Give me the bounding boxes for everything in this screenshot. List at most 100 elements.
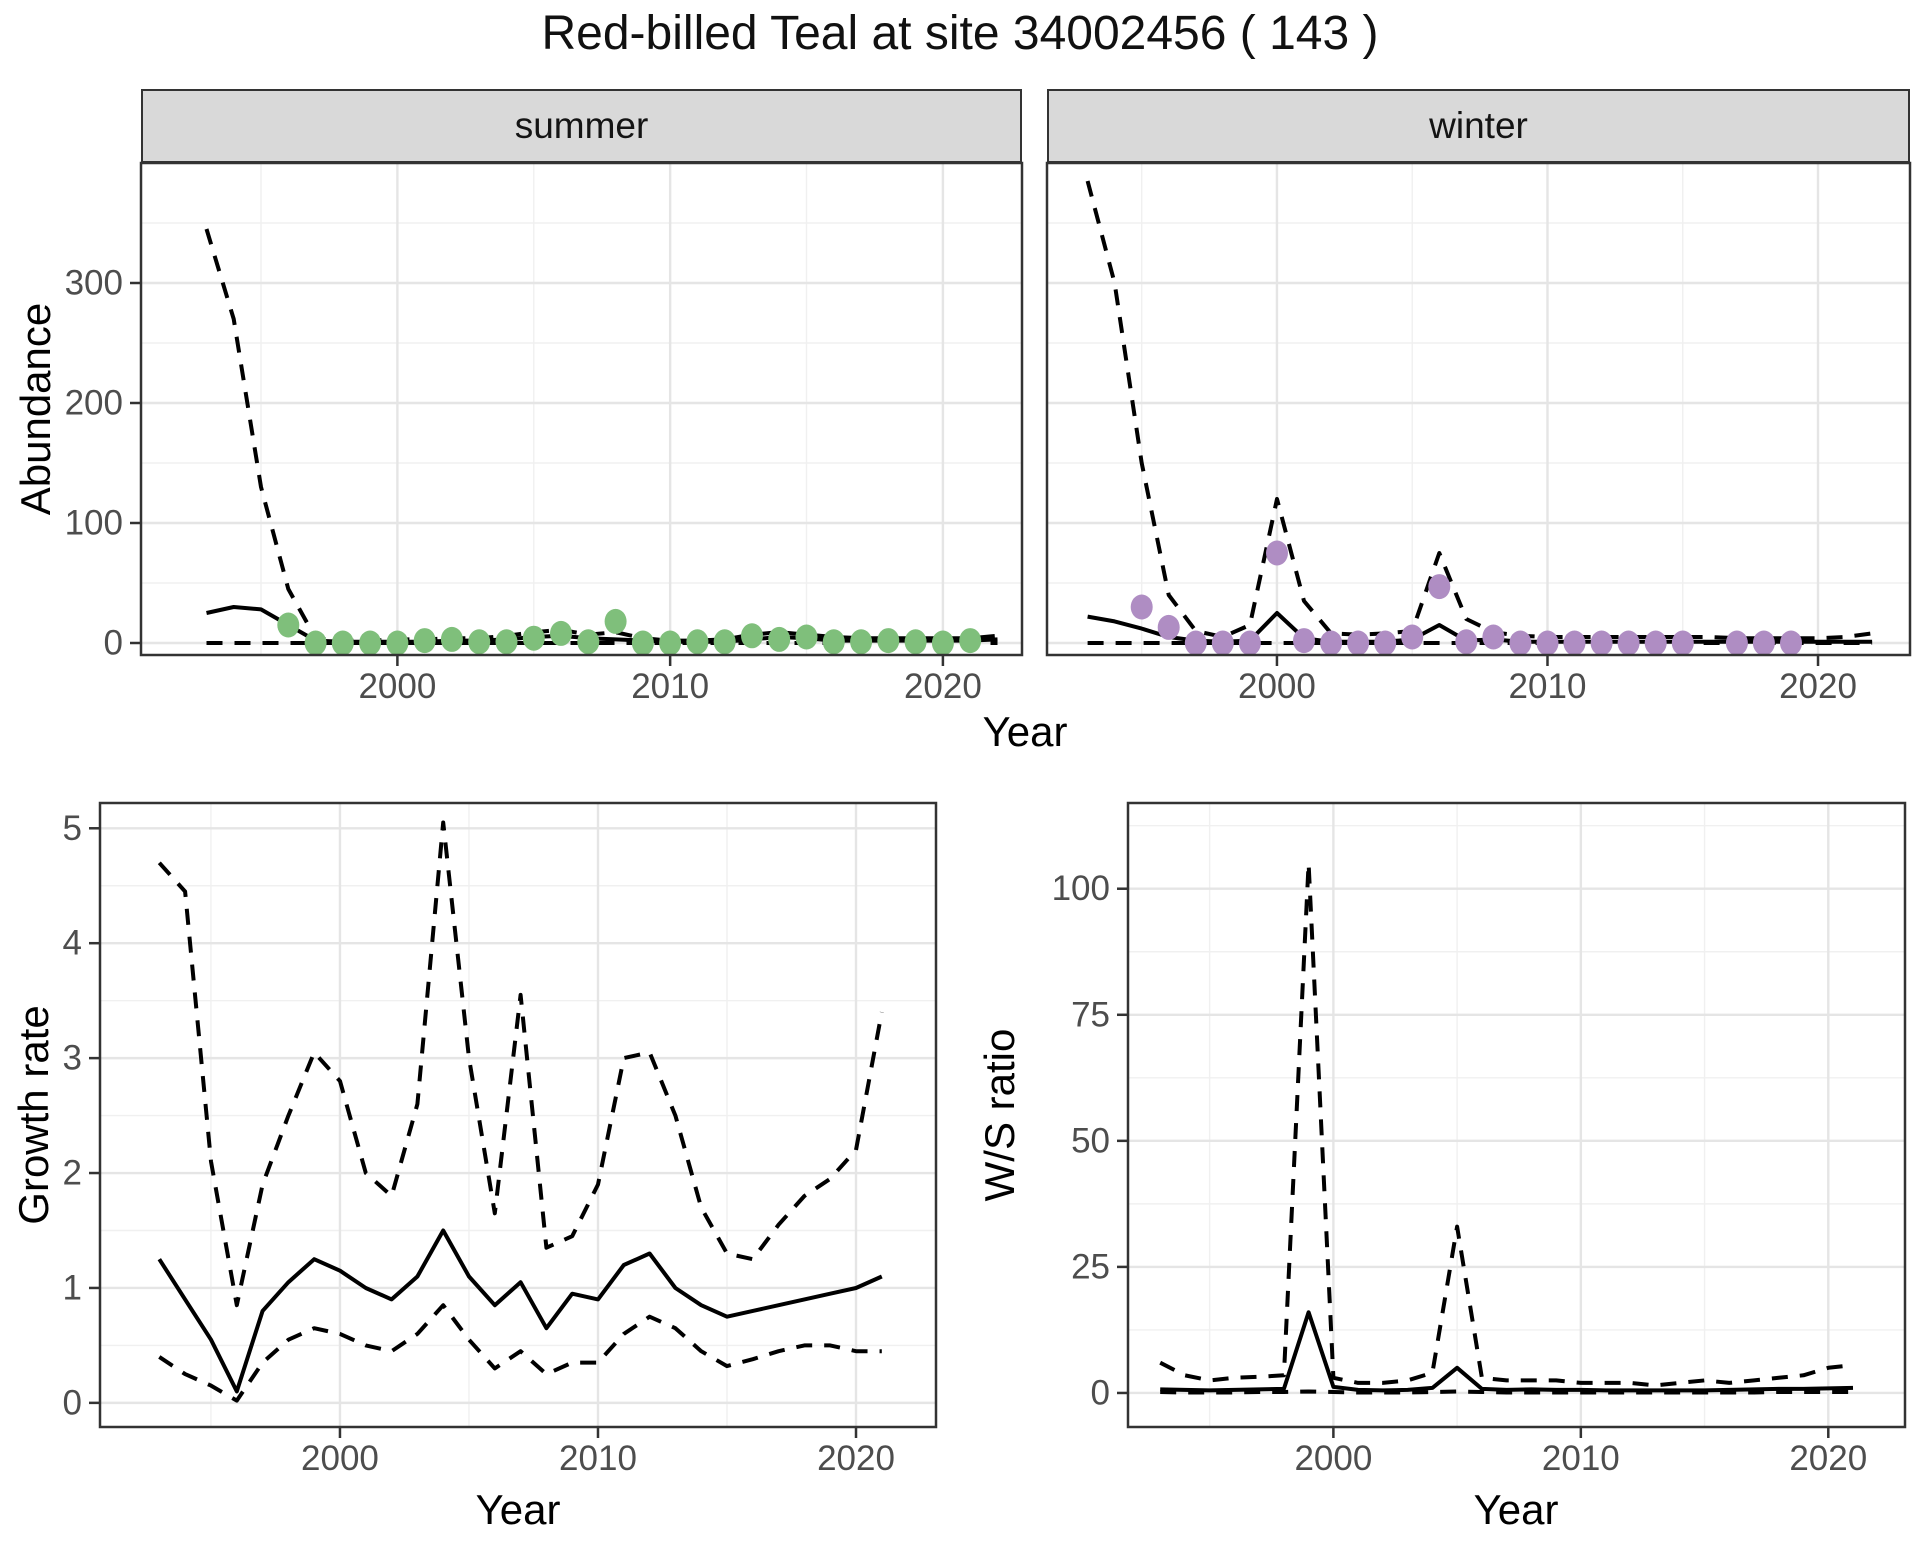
observed_counts_summer-point bbox=[386, 630, 409, 656]
observed_counts_winter-point bbox=[1293, 628, 1315, 654]
x-tick-label: 2010 bbox=[631, 667, 709, 706]
ws_ratio-ws_ratio_median-line bbox=[1160, 1310, 1854, 1393]
y-tick-label: 4 bbox=[63, 924, 82, 963]
ws_ratio-panel: 2000 2010 2020 0 25 50 75 100 bbox=[1052, 801, 1907, 1478]
x-tick-label: 2020 bbox=[1789, 1439, 1867, 1478]
observed_counts_winter-point bbox=[1455, 629, 1478, 655]
facet-strip-winter-label: winter bbox=[1429, 105, 1528, 146]
observed_counts_summer-point bbox=[686, 629, 709, 655]
observed_counts_winter-point bbox=[1617, 630, 1640, 656]
page-title: Red-billed Teal at site 34002456 ( 143 ) bbox=[541, 7, 1379, 60]
observed_counts_summer-point bbox=[468, 629, 491, 655]
observed_counts_summer-point bbox=[904, 629, 927, 655]
observed_counts_winter-point bbox=[1780, 630, 1802, 656]
abundance_summer-panel-border bbox=[139, 161, 1024, 657]
y-tick-label: 2 bbox=[63, 1154, 82, 1193]
y-tick-label: 100 bbox=[1052, 869, 1110, 908]
y-tick-label: 5 bbox=[63, 809, 82, 848]
x-tick-label: 2000 bbox=[358, 667, 436, 706]
observed_counts_winter-point bbox=[1401, 624, 1424, 650]
facet-strip-summer: summer bbox=[141, 89, 1022, 163]
observed_counts_winter-point bbox=[1725, 630, 1748, 656]
growth_rate-panel: 2000 2010 2020 0 1 2 3 4 5 bbox=[63, 801, 938, 1478]
observed_counts_summer-group bbox=[277, 608, 982, 656]
observed_counts_winter-point bbox=[1644, 630, 1667, 656]
observed_counts_summer-point bbox=[713, 629, 736, 655]
observed_counts_summer-point bbox=[959, 628, 982, 654]
observed_counts_winter-point bbox=[1428, 574, 1451, 600]
y-tick-label: 0 bbox=[63, 1383, 82, 1422]
y-tick-label: 0 bbox=[1091, 1373, 1110, 1412]
observed_counts_summer-point bbox=[495, 629, 518, 655]
y-axis-title-abundance: Abundance bbox=[12, 302, 59, 516]
observed_counts_summer-point bbox=[795, 624, 818, 650]
x-axis-title-year-top: Year bbox=[982, 708, 1068, 755]
observed_counts_winter-point bbox=[1509, 630, 1532, 656]
growth_rate-panel-border bbox=[98, 801, 938, 1429]
growth_rate-growth_rate_median-line bbox=[157, 1228, 883, 1394]
y-tick-label: 75 bbox=[1071, 995, 1110, 1034]
observed_counts_summer-point bbox=[850, 629, 873, 655]
observed_counts_summer-point bbox=[304, 630, 327, 656]
observed_counts_summer-point bbox=[522, 625, 545, 651]
x-tick-label: 2020 bbox=[1779, 667, 1857, 706]
observed_counts_summer-point bbox=[577, 629, 600, 655]
observed_counts_summer-point bbox=[659, 630, 682, 656]
observed_counts_winter-point bbox=[1536, 630, 1559, 656]
observed_counts_winter-point bbox=[1563, 630, 1586, 656]
y-tick-label: 200 bbox=[65, 384, 123, 423]
y-tick-label: 1 bbox=[63, 1268, 82, 1307]
x-tick-label: 2000 bbox=[1294, 1439, 1372, 1478]
observed_counts_summer-point bbox=[604, 608, 627, 634]
observed_counts_summer-point bbox=[631, 630, 654, 656]
y-tick-label: 25 bbox=[1071, 1247, 1110, 1286]
observed_counts_winter-point bbox=[1184, 630, 1207, 656]
abundance_winter-panel-bg bbox=[1047, 163, 1910, 655]
observed_counts_winter-point bbox=[1671, 630, 1694, 656]
facet-strip-winter: winter bbox=[1047, 89, 1910, 163]
x-tick-label: 2020 bbox=[904, 667, 982, 706]
observed_counts_summer-point bbox=[440, 626, 463, 652]
y-axis-title-growth-rate: Growth rate bbox=[10, 1005, 57, 1225]
x-axis-title-year-ws: Year bbox=[1473, 1486, 1559, 1533]
y-tick-label: 300 bbox=[65, 264, 123, 303]
observed_counts_summer-point bbox=[331, 630, 354, 656]
observed_counts_winter-point bbox=[1130, 594, 1153, 620]
abundance_summer-panel-bg bbox=[141, 163, 1022, 655]
y-axis-title-ws-ratio: W/S ratio bbox=[976, 1028, 1023, 1202]
observed_counts_winter-point bbox=[1266, 540, 1288, 566]
observed_counts_winter-point bbox=[1157, 614, 1180, 640]
y-tick-label: 0 bbox=[104, 624, 123, 663]
observed_counts_winter-point bbox=[1211, 630, 1234, 656]
abundance_summer-panel: 2000 2010 2020 0 100 200 300 bbox=[65, 161, 1024, 706]
observed_counts_summer-point bbox=[359, 630, 382, 656]
observed_counts_winter-point bbox=[1752, 630, 1775, 656]
observed_counts_summer-point bbox=[931, 630, 954, 656]
abundance_winter-panel-border bbox=[1045, 161, 1912, 657]
x-tick-label: 2010 bbox=[559, 1439, 637, 1478]
y-tick-label: 3 bbox=[63, 1039, 82, 1078]
y-tick-label: 100 bbox=[65, 504, 123, 543]
ws_ratio-lower_ci-line bbox=[1160, 1389, 1853, 1395]
growth_rate-upper_ci-line bbox=[157, 820, 884, 1308]
observed_counts_winter-point bbox=[1482, 624, 1505, 650]
x-tick-label: 2010 bbox=[1542, 1439, 1620, 1478]
observed_counts_summer-point bbox=[413, 628, 436, 654]
observed_counts_winter-point bbox=[1347, 630, 1370, 656]
observed_counts_summer-point bbox=[877, 628, 900, 654]
x-tick-label: 2020 bbox=[817, 1439, 895, 1478]
y-tick-label: 50 bbox=[1071, 1121, 1110, 1160]
ws_ratio-upper_ci-line bbox=[1159, 861, 1854, 1388]
abundance_winter-panel: 2000 2010 2020 bbox=[1045, 161, 1912, 706]
observed_counts_summer-point bbox=[822, 629, 845, 655]
observed_counts_winter-point bbox=[1320, 630, 1343, 656]
x-tick-label: 2000 bbox=[301, 1439, 379, 1478]
observed_counts_summer-point bbox=[277, 612, 300, 638]
facet-strip-summer-label: summer bbox=[514, 105, 649, 146]
growth_rate-lower_ci-line bbox=[158, 1303, 882, 1403]
ws_ratio-panel-border bbox=[1126, 801, 1907, 1429]
observed_counts_winter-point bbox=[1590, 630, 1613, 656]
ws_ratio-panel-bg bbox=[1128, 803, 1905, 1427]
